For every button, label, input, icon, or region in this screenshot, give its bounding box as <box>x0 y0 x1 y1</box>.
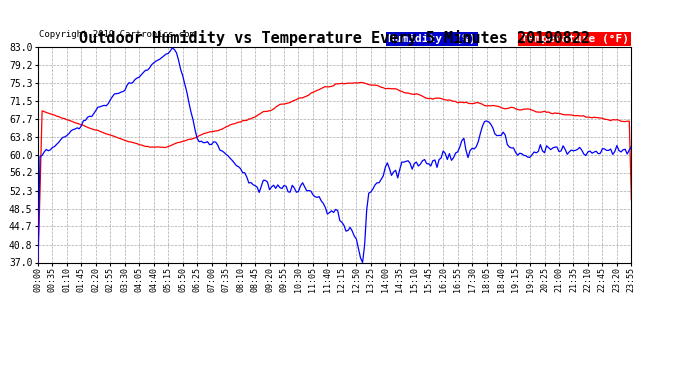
Text: Copyright 2019 Cartronics.com: Copyright 2019 Cartronics.com <box>39 30 195 39</box>
Text: Temperature (°F): Temperature (°F) <box>520 34 629 44</box>
Text: Humidity  (%): Humidity (%) <box>388 34 476 44</box>
Title: Outdoor Humidity vs Temperature Every 5 Minutes 20190822: Outdoor Humidity vs Temperature Every 5 … <box>79 30 590 46</box>
